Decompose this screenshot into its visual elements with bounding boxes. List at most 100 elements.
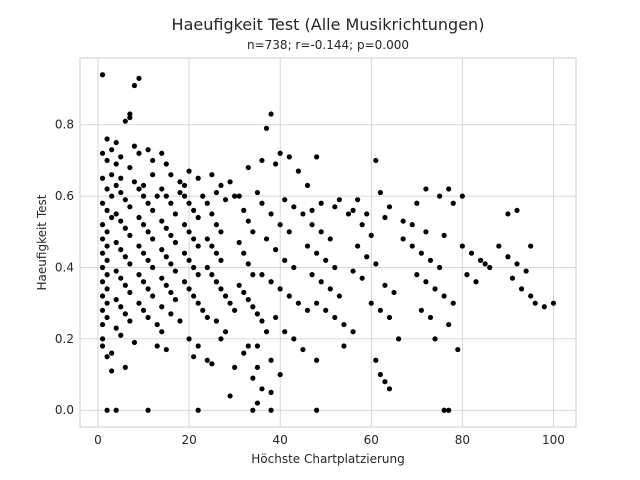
- data-point: [186, 257, 192, 263]
- data-point: [286, 154, 292, 160]
- data-point: [227, 300, 233, 306]
- data-point: [172, 211, 179, 217]
- data-point: [113, 407, 119, 413]
- data-point: [159, 329, 165, 335]
- data-point: [204, 357, 210, 363]
- data-point: [99, 222, 106, 228]
- data-point: [400, 236, 406, 242]
- data-point: [159, 150, 165, 156]
- data-point: [304, 307, 311, 313]
- data-point: [118, 275, 124, 281]
- data-point: [209, 211, 215, 217]
- y-tick-labels: 0.0 0.2 0.4 0.6 0.8: [55, 118, 74, 417]
- data-point: [204, 200, 210, 206]
- data-point: [300, 346, 306, 353]
- data-point: [427, 314, 434, 321]
- data-point: [446, 321, 452, 328]
- data-point: [104, 186, 110, 192]
- data-point: [113, 325, 119, 331]
- data-point: [99, 279, 106, 285]
- data-point: [218, 229, 224, 235]
- data-point: [277, 286, 283, 292]
- data-point: [136, 272, 142, 278]
- data-point: [377, 371, 383, 378]
- data-point: [104, 314, 110, 321]
- data-point: [136, 214, 142, 221]
- data-point: [254, 364, 261, 371]
- data-point: [359, 222, 365, 228]
- data-point: [245, 261, 251, 267]
- x-tick-label: 60: [364, 433, 379, 447]
- data-point: [163, 346, 169, 353]
- data-point: [145, 407, 151, 413]
- x-tick-labels: 0 20 40 60 80 100: [94, 433, 565, 447]
- data-point: [186, 286, 192, 292]
- data-point: [213, 189, 220, 196]
- data-point: [195, 175, 201, 181]
- data-point: [286, 229, 292, 235]
- data-point: [191, 354, 197, 360]
- data-point: [127, 164, 133, 171]
- data-point: [236, 239, 242, 246]
- data-point: [200, 193, 206, 199]
- data-point: [104, 229, 110, 235]
- data-point: [104, 286, 110, 292]
- data-point: [163, 254, 169, 260]
- data-point: [364, 211, 370, 217]
- data-point: [505, 211, 511, 217]
- data-points: [99, 72, 557, 413]
- data-point: [304, 182, 311, 189]
- data-point: [195, 407, 201, 413]
- data-point: [427, 257, 434, 263]
- data-point: [177, 179, 183, 185]
- data-point: [514, 207, 520, 213]
- y-axis-label: Haeufigkeit Test: [35, 194, 49, 290]
- data-point: [104, 257, 110, 263]
- data-point: [159, 304, 165, 310]
- data-point: [209, 272, 215, 278]
- data-point: [140, 222, 147, 228]
- x-tick-label: 20: [181, 433, 196, 447]
- data-point: [99, 236, 106, 242]
- data-point: [150, 236, 156, 242]
- data-point: [377, 189, 383, 196]
- data-point: [309, 222, 315, 228]
- data-point: [195, 272, 201, 278]
- data-point: [127, 111, 133, 117]
- data-point: [99, 264, 106, 271]
- data-point: [213, 250, 220, 256]
- data-point: [218, 257, 224, 263]
- data-point: [191, 236, 197, 242]
- data-point: [291, 336, 297, 342]
- data-point: [104, 207, 110, 213]
- data-point: [154, 321, 160, 328]
- data-point: [282, 197, 288, 203]
- data-point: [432, 286, 438, 292]
- data-point: [277, 150, 283, 156]
- data-point: [186, 200, 192, 206]
- data-point: [113, 239, 119, 246]
- data-point: [200, 307, 206, 313]
- data-point: [441, 293, 447, 299]
- data-point: [232, 364, 238, 371]
- data-point: [332, 204, 338, 210]
- data-point: [104, 136, 110, 142]
- data-point: [118, 332, 124, 338]
- data-point: [541, 304, 547, 310]
- data-point: [268, 211, 274, 217]
- data-point: [373, 261, 379, 267]
- data-point: [154, 193, 160, 199]
- data-point: [236, 193, 242, 199]
- data-point: [172, 239, 179, 246]
- data-point: [332, 314, 338, 321]
- data-point: [254, 400, 261, 406]
- data-point: [195, 214, 201, 221]
- data-point: [118, 304, 124, 310]
- data-point: [509, 275, 516, 281]
- data-point: [209, 243, 215, 249]
- data-point: [263, 329, 270, 335]
- x-axis-label: Höchste Chartplatzierung: [251, 452, 405, 466]
- data-point: [118, 175, 124, 181]
- data-point: [254, 189, 261, 196]
- data-point: [423, 229, 429, 235]
